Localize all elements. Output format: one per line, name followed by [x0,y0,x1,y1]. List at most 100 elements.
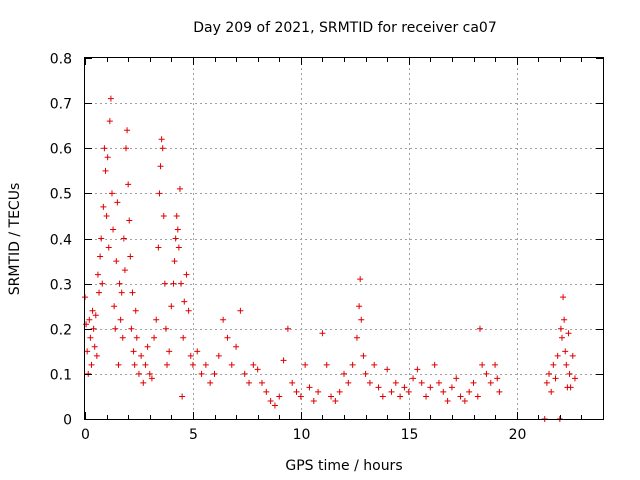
data-point [156,190,163,197]
data-point [142,361,149,368]
data-point [83,321,90,328]
data-point [113,258,120,265]
data-point [180,334,187,341]
data-point [496,388,503,395]
data-point [241,370,248,377]
data-point [135,370,142,377]
data-point [453,375,460,382]
data-point [358,316,365,323]
data-point [126,217,133,224]
data-point [181,298,188,305]
data-point [157,163,164,170]
data-point [254,366,261,373]
data-point [328,393,335,400]
data-point [105,244,112,251]
data-point [99,280,106,287]
data-point [116,280,123,287]
data-point [569,352,576,359]
data-point [128,325,135,332]
data-point [96,289,103,296]
data-point [345,379,352,386]
data-point [293,388,300,395]
data-point [89,307,96,314]
data-point [127,253,134,260]
data-point [483,370,490,377]
data-point [170,280,177,287]
y-tick-label: 0.8 [50,52,72,68]
data-point [353,334,360,341]
axis-ticks: 0 0.1 0.2 0.3 0.4 0.5 0.6 0.7 0.8 0 5 10 15 20 [50,52,603,443]
data-point [563,361,570,368]
data-point [379,393,386,400]
data-point [494,375,501,382]
data-point [166,348,173,355]
data-point [112,325,119,332]
data-point [228,361,235,368]
data-point [487,379,494,386]
data-point [125,181,132,188]
data-point [280,357,287,364]
data-point [103,212,110,219]
data-point [224,334,231,341]
data-point [130,348,137,355]
data-point [362,370,369,377]
data-point [118,289,125,296]
data-point [289,379,296,386]
data-point [461,397,468,404]
data-point [104,154,111,161]
data-point [111,303,118,310]
data-point [153,316,160,323]
data-point [423,393,430,400]
data-point [194,348,201,355]
data-point [158,136,165,143]
plot-frame [84,57,604,420]
data-point [357,276,364,283]
data-point [384,366,391,373]
data-point [492,361,499,368]
data-point [123,145,130,152]
data-point [371,361,378,368]
data-point [366,379,373,386]
data-point [457,393,464,400]
data-point [121,267,128,274]
x-tick-label: 10 [293,427,311,443]
data-point [401,384,408,391]
data-point [336,388,343,395]
data-point [263,388,270,395]
y-tick-label: 0.3 [50,278,72,294]
data-point [88,361,95,368]
data-point [162,325,169,332]
data-point [138,352,145,359]
data-point [440,388,447,395]
data-point [85,370,92,377]
data-point [144,343,151,350]
data-point [207,379,214,386]
data-point [448,384,455,391]
data-point [392,379,399,386]
data-point [479,361,486,368]
data-point [133,334,140,341]
data-point [410,375,417,382]
data-point [349,361,356,368]
data-point [117,316,124,323]
data-point [178,280,185,287]
data-point [215,352,222,359]
data-point [250,361,257,368]
data-point [466,388,473,395]
data-point [557,325,564,332]
data-point [120,235,127,242]
y-tick-label: 0.1 [50,368,72,384]
data-point [106,118,113,125]
data-point [476,325,483,332]
data-point [185,307,192,314]
data-point [189,361,196,368]
data-point [297,393,304,400]
data-point [124,127,131,134]
data-point [560,294,567,301]
data-point [435,379,442,386]
data-point [360,352,367,359]
data-point [388,388,395,395]
data-point [397,393,404,400]
data-point [92,312,99,319]
data-point [554,352,561,359]
